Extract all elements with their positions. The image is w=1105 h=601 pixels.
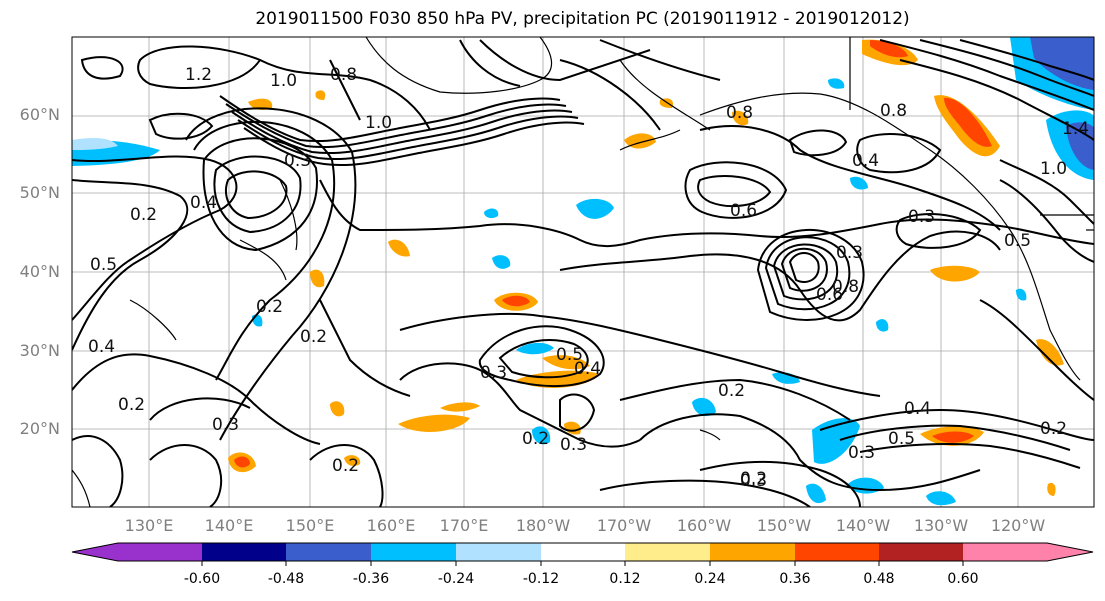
lon-label-160e: 160°E (366, 516, 416, 535)
colorbar-tick-label: -0.36 (352, 571, 390, 587)
colorbar-segment (710, 543, 795, 561)
contour-label: 0.4 (852, 151, 879, 171)
contour-label: 0.5 (888, 429, 915, 449)
map-title: 2019011500 F030 850 hPa PV, precipitatio… (255, 9, 910, 29)
lon-label-180w: 180°W (515, 516, 571, 535)
contour-label: 0.2 (300, 327, 327, 347)
contour-label: 0.4 (88, 337, 115, 357)
contour-label: 0.5 (1004, 231, 1031, 251)
lon-label-120w: 120°W (990, 516, 1046, 535)
colorbar-tick-label: 0.48 (863, 571, 895, 587)
contour-label: 0.8 (726, 103, 753, 123)
contour-label: 0.2 (740, 469, 767, 489)
contour-label: 0.8 (832, 277, 859, 297)
colorbar-tick-label: 0.12 (609, 571, 641, 587)
lon-label-130w: 130°W (913, 516, 969, 535)
colorbar-tick-label: 0.36 (779, 571, 811, 587)
lat-label-30n: 30°N (19, 341, 60, 360)
lat-label-20n: 20°N (19, 419, 60, 438)
lon-label-170w: 170°W (596, 516, 652, 535)
precip-shading (72, 37, 1094, 506)
colorbar-tick-label: 0.60 (947, 571, 979, 587)
contour-label: 0.8 (880, 101, 907, 121)
colorbar-tick-label: 0.24 (694, 571, 726, 587)
contour-label: 1.0 (1040, 159, 1067, 179)
contour-label: 0.2 (118, 395, 145, 415)
colorbar-segment (202, 543, 286, 561)
contour-label: 0.6 (730, 201, 757, 221)
contour-label: 0.3 (740, 471, 767, 491)
contour-label: 0.3 (480, 363, 507, 383)
contour-label: 0.4 (190, 193, 217, 213)
colorbar (71, 542, 1094, 566)
contour-label: 0.4 (904, 399, 931, 419)
lat-label-40n: 40°N (19, 262, 60, 281)
map-frame (71, 36, 1095, 508)
pv-contours (72, 39, 1094, 507)
colorbar-segment (286, 543, 371, 561)
colorbar-segment (541, 543, 625, 561)
lon-label-150w: 150°W (756, 516, 812, 535)
lat-label-50n: 50°N (19, 183, 60, 202)
contour-label: 0.2 (130, 205, 157, 225)
contour-label: 1.4 (1062, 119, 1089, 139)
colorbar-segment (371, 543, 456, 561)
contour-label: 1.2 (185, 65, 212, 85)
contour-label: 0.5 (90, 255, 117, 275)
lon-label-170e: 170°E (439, 516, 489, 535)
lon-label-150e: 150°E (285, 516, 335, 535)
contour-label: 0.2 (256, 297, 283, 317)
colorbar-tick-label: -0.48 (267, 571, 305, 587)
colorbar-segment (879, 543, 963, 561)
contour-label: 0.2 (332, 456, 359, 476)
colorbar-segment (963, 543, 1047, 561)
colorbar-segment (625, 543, 710, 561)
colorbar-segment (118, 543, 202, 561)
contour-label: 0.6 (816, 285, 843, 305)
contour-label: 0.5 (556, 345, 583, 365)
contour-label: 0.3 (836, 243, 863, 263)
contour-label: 1.0 (365, 113, 392, 133)
coastlines (72, 37, 1094, 507)
contour-label: 0.2 (1040, 419, 1067, 439)
contour-label: 0.4 (574, 359, 601, 379)
colorbar-extend-low (72, 543, 118, 561)
contour-label: 0.3 (284, 151, 311, 171)
colorbar-outline (71, 542, 1094, 562)
contour-label: 0.3 (560, 435, 587, 455)
contour-label: 0.2 (718, 381, 745, 401)
contour-labels: 1.2 1.0 0.8 1.0 0.3 0.4 0.2 0.5 0.2 0.4 … (88, 65, 1089, 491)
contour-label: 0.2 (522, 429, 549, 449)
lon-label-130e: 130°E (124, 516, 174, 535)
lat-label-60n: 60°N (19, 105, 60, 124)
lon-label-160w: 160°W (676, 516, 732, 535)
colorbar-extend-high (1047, 543, 1093, 561)
colorbar-segment (795, 543, 879, 561)
contour-label: 0.3 (848, 443, 875, 463)
lon-label-140e: 140°E (204, 516, 254, 535)
colorbar-tick-label: -0.12 (522, 571, 560, 587)
contour-label: 0.8 (330, 65, 357, 85)
colorbar-tick-label: -0.24 (437, 571, 475, 587)
colorbar-segment (456, 543, 541, 561)
contour-label: 0.3 (212, 415, 239, 435)
lon-label-140w: 140°W (835, 516, 891, 535)
contour-label: 1.0 (270, 71, 297, 91)
contour-label: 0.3 (908, 207, 935, 227)
colorbar-tick-label: -0.60 (183, 571, 221, 587)
